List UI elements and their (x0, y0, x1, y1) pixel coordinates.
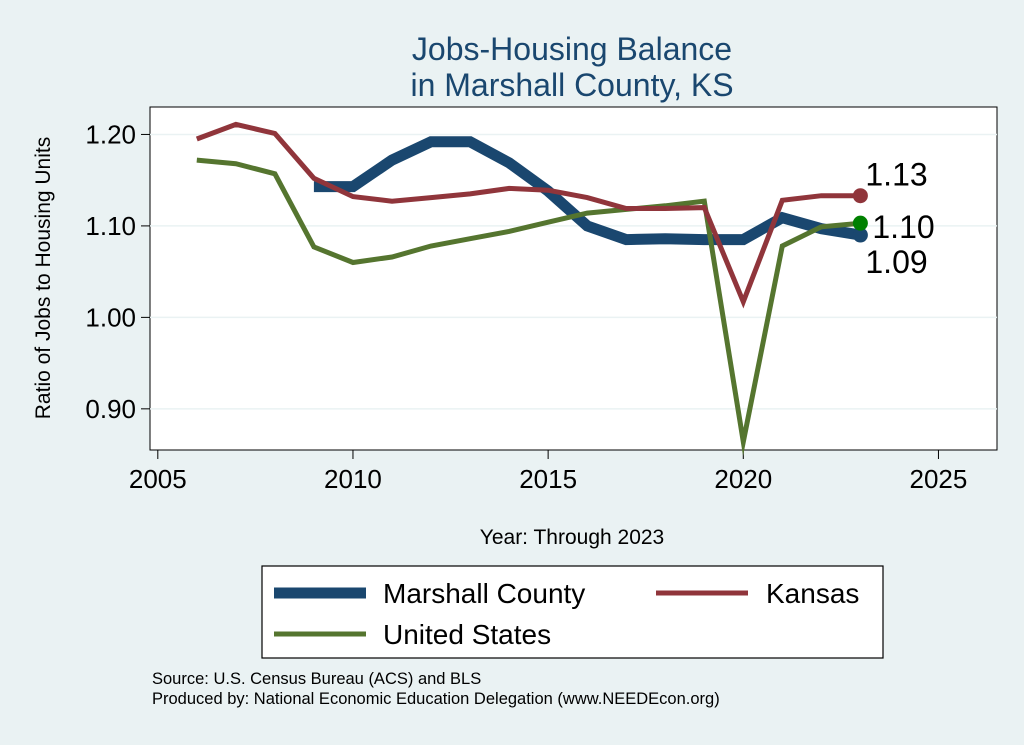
end-marker-united-states (852, 215, 868, 231)
end-marker-marshall-county (852, 227, 868, 243)
x-tick-label: 2025 (910, 464, 968, 494)
end-label-united-states: 1.10 (872, 209, 934, 245)
end-label-kansas: 1.13 (865, 157, 927, 193)
x-axis-title: Year: Through 2023 (480, 526, 665, 549)
series-line-marshall-county (313, 136, 862, 246)
chart-title-line-1: Jobs-Housing Balance (412, 31, 732, 67)
end-labels: 1.09 1.13 1.10 (865, 157, 934, 280)
series-layer (195, 121, 862, 456)
legend-box (261, 565, 884, 659)
axes: 0.90 1.00 1.10 1.20 2005 2010 2015 2020 2025 (85, 119, 967, 494)
y-tick-label: 1.00 (85, 302, 136, 332)
series-line-kansas (195, 121, 861, 309)
end-label-marshall-county: 1.09 (865, 244, 927, 280)
legend-label-united-states: United States (383, 619, 551, 650)
end-markers (852, 188, 868, 243)
y-tick-label: 1.10 (85, 211, 136, 241)
end-marker-kansas (852, 188, 868, 204)
y-tick-label: 0.90 (85, 394, 136, 424)
grid (150, 133, 997, 410)
legend-label-marshall-county: Marshall County (383, 578, 585, 609)
plot-area (149, 106, 998, 451)
chart-title-line-2: in Marshall County, KS (410, 67, 733, 103)
y-tick-label: 1.20 (85, 119, 136, 149)
x-tick-label: 2020 (714, 464, 772, 494)
legend: Marshall County Kansas United States (261, 565, 884, 659)
legend-label-kansas: Kansas (766, 578, 859, 609)
series-line-united-states (196, 157, 861, 456)
source-note: Source: U.S. Census Bureau (ACS) and BLS (152, 670, 482, 688)
x-tick-label: 2005 (129, 464, 187, 494)
x-tick-label: 2015 (519, 464, 577, 494)
producer-note: Produced by: National Economic Education… (152, 690, 720, 708)
x-tick-label: 2010 (324, 464, 382, 494)
y-axis-title: Ratio of Jobs to Housing Units (32, 137, 55, 419)
